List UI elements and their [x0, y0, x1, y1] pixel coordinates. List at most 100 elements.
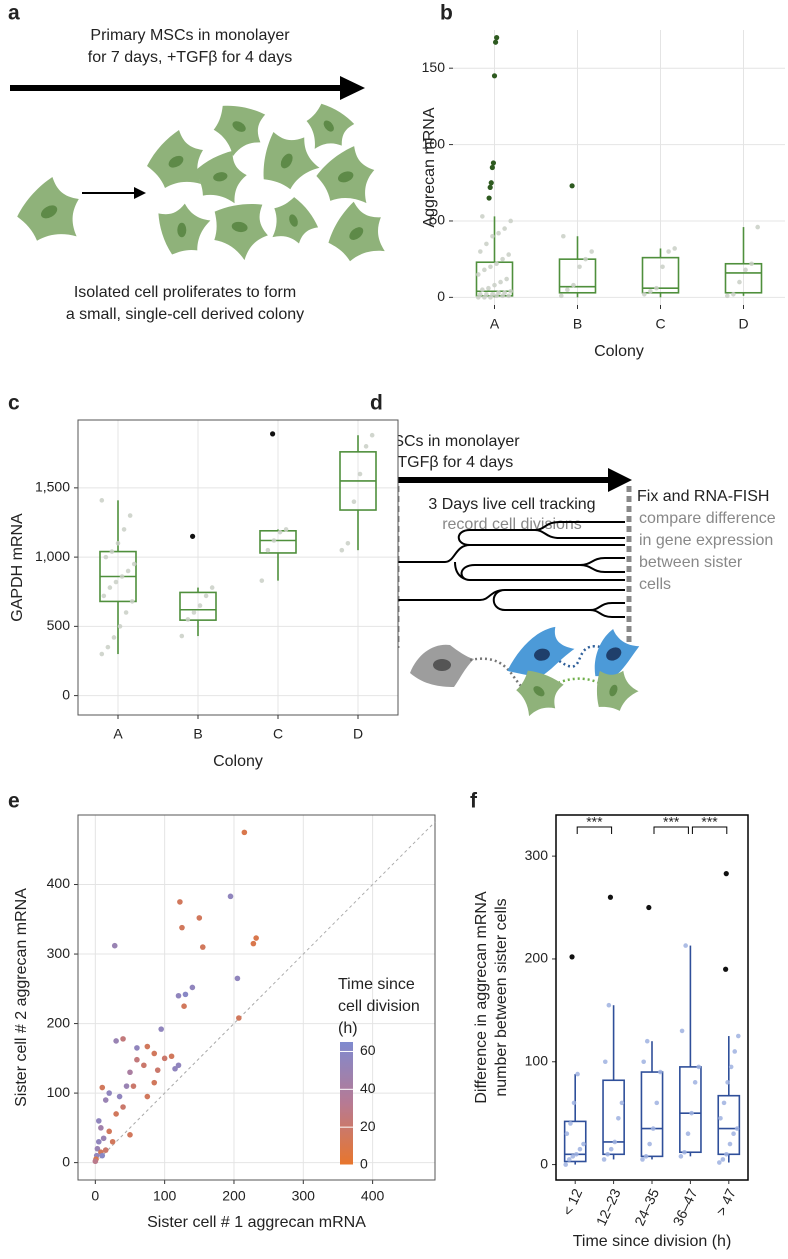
point — [283, 527, 289, 532]
point — [565, 287, 570, 293]
panel-label: f — [470, 790, 478, 813]
point — [478, 292, 483, 297]
point — [643, 1154, 649, 1159]
y-tick-label: 100 — [47, 1084, 71, 1100]
y-tick-label: 200 — [525, 950, 549, 966]
caption: Isolated cell proliferates to form — [74, 284, 296, 301]
point — [95, 1138, 102, 1145]
point — [227, 893, 234, 900]
y-tick-label: 300 — [525, 847, 549, 863]
y-axis-label: Sister cell # 2 aggrecan mRNA — [13, 888, 30, 1107]
point — [151, 1079, 158, 1086]
point — [103, 554, 109, 560]
point — [119, 574, 125, 579]
cell — [144, 194, 215, 265]
point — [496, 230, 501, 236]
point — [99, 1084, 106, 1091]
point — [99, 651, 105, 657]
caption: Primary MSCs in monolayer — [90, 27, 290, 44]
point — [109, 1138, 116, 1145]
point — [168, 1053, 175, 1060]
point — [683, 943, 688, 948]
point — [100, 1135, 107, 1142]
point — [134, 1045, 140, 1051]
outlier — [491, 73, 498, 79]
y-axis-label: number between sister cells — [493, 898, 510, 1096]
point — [490, 292, 495, 297]
point — [209, 585, 215, 590]
point — [484, 241, 489, 247]
y-tick-label: 400 — [47, 875, 71, 891]
point — [98, 1125, 104, 1131]
x-tick-label: 12–23 — [593, 1186, 624, 1228]
point — [125, 568, 131, 574]
point — [480, 214, 485, 219]
y-tick-label: 100 — [422, 135, 446, 151]
point — [737, 279, 742, 285]
point — [182, 991, 189, 998]
point — [158, 1026, 164, 1032]
point — [131, 561, 137, 567]
point — [107, 585, 113, 590]
point — [571, 282, 576, 288]
point — [577, 1146, 583, 1152]
outlier — [487, 184, 493, 190]
point — [605, 1151, 610, 1157]
point — [689, 1110, 694, 1116]
point — [731, 292, 736, 297]
point — [175, 992, 182, 999]
y-tick-label: 500 — [47, 617, 71, 633]
diagram-a: Primary MSCs in monolayer for 7 days, +T… — [10, 27, 388, 323]
point — [120, 1104, 126, 1110]
outlier — [569, 954, 575, 960]
point — [363, 444, 369, 449]
point — [728, 1064, 734, 1070]
point — [95, 1118, 102, 1124]
point — [259, 578, 265, 583]
point — [720, 1157, 726, 1162]
point — [648, 288, 653, 294]
y-tick-label: 150 — [422, 59, 446, 75]
outlier — [270, 431, 276, 437]
point — [644, 1038, 650, 1044]
x-tick-label: 200 — [222, 1188, 246, 1204]
point — [191, 610, 197, 615]
point — [571, 1100, 577, 1106]
point — [113, 1038, 119, 1044]
panel-label: e — [8, 790, 20, 813]
box — [563, 1120, 587, 1163]
point — [743, 267, 748, 273]
point — [339, 547, 345, 553]
x-tick-label: < 12 — [559, 1186, 585, 1218]
x-tick-label: 0 — [91, 1188, 99, 1204]
point — [504, 276, 509, 282]
significance-label: *** — [663, 814, 680, 830]
point — [129, 599, 135, 604]
point — [508, 288, 513, 294]
point — [692, 1080, 698, 1085]
colorbar-title: cell division — [338, 998, 420, 1015]
x-tick-label: 24–35 — [631, 1186, 662, 1228]
y-axis-label: Difference in aggrecan mRNA — [473, 891, 490, 1104]
point — [199, 944, 206, 950]
point — [696, 1064, 702, 1070]
x-tick-label: B — [193, 726, 202, 742]
point — [506, 252, 511, 257]
point — [731, 1131, 736, 1137]
point — [732, 1049, 738, 1054]
x-tick-label: 400 — [361, 1188, 385, 1204]
point — [570, 1154, 576, 1159]
panel-label: a — [8, 2, 20, 25]
arrow-head — [608, 468, 632, 492]
panel-label: d — [370, 392, 383, 415]
point — [111, 942, 118, 949]
point — [181, 1003, 187, 1009]
box — [641, 256, 680, 294]
y-tick-label: 0 — [62, 1153, 70, 1169]
x-axis-label: Time since division (h) — [573, 1233, 732, 1250]
point — [640, 1157, 645, 1162]
caption: +TGFβ for 4 days — [388, 454, 513, 471]
plot-background — [453, 30, 785, 305]
point — [94, 1145, 101, 1152]
point — [476, 272, 481, 277]
